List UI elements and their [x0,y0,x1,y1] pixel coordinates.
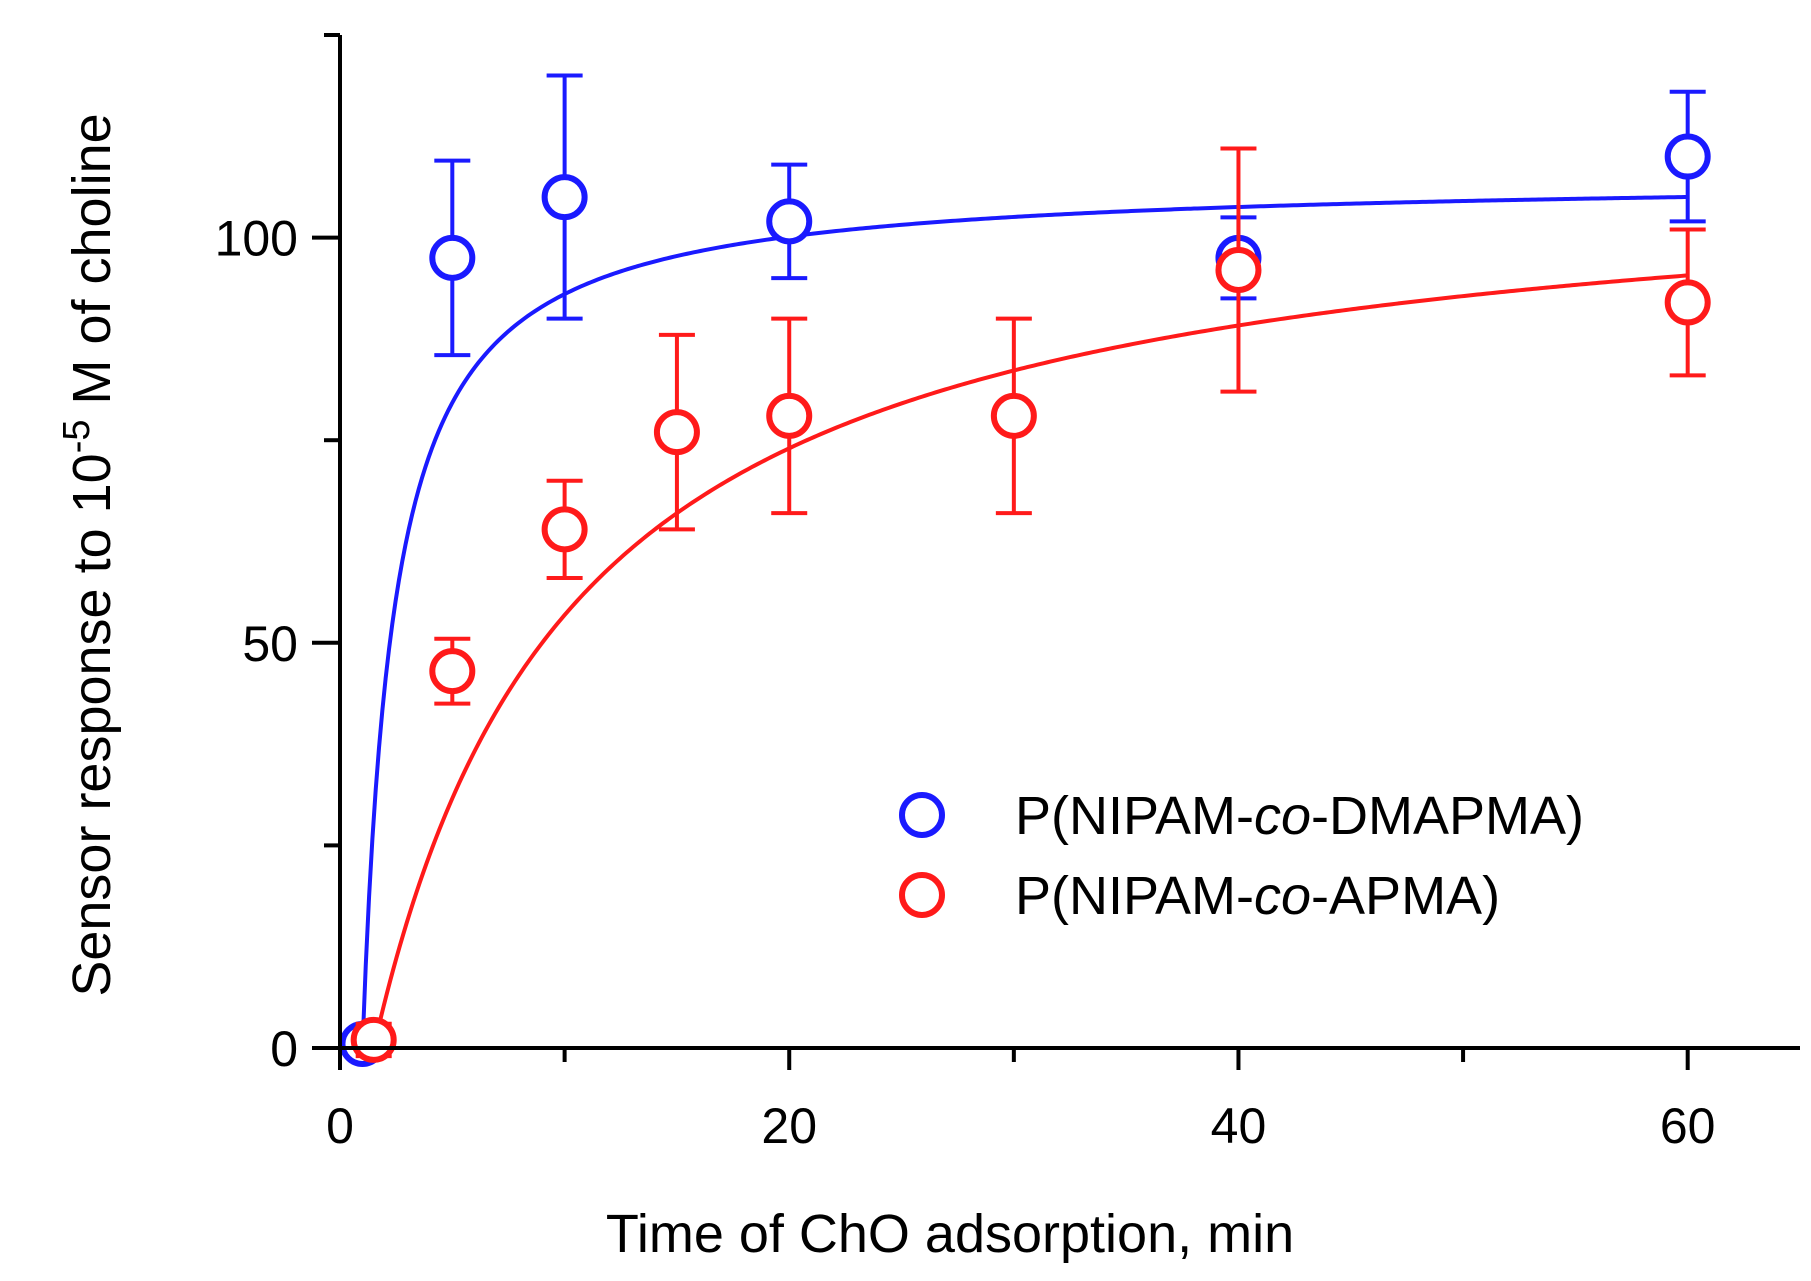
x-tick-label: 60 [1660,1098,1716,1154]
y-axis-title: Sensor response to 10-5 M of choline [56,113,122,996]
legend-marker-2 [899,872,945,918]
x-axis-title: Time of ChO adsorption, min [606,1204,1294,1264]
series-1 [339,73,1711,1067]
data-point [429,234,476,281]
y-axis-title-suffix: M of choline [62,113,122,419]
legend-label-2: P(NIPAM-co-APMA) [1015,866,1500,926]
data-point [541,174,588,221]
plot-area [339,73,1711,1067]
axes: 0 20 40 60 0 50 100 [215,33,1800,1154]
data-point [1215,247,1262,294]
y-axis-title-prefix: Sensor response to 10 [62,453,122,996]
x-tick-label: 0 [326,1098,354,1154]
legend-marker-1 [899,792,945,838]
series-2 [350,146,1711,1063]
data-point [541,506,588,553]
y-axis-title-exponent: -5 [56,420,98,454]
data-point [1664,133,1711,180]
data-point [429,648,476,695]
fit-line [360,195,1688,1049]
fit-line [371,273,1688,1049]
data-point [766,392,813,439]
legend: P(NIPAM-co-DMAPMA) P(NIPAM-co-APMA) [899,786,1584,926]
y-tick-label: 100 [215,211,298,267]
x-tick-label: 20 [761,1098,817,1154]
data-point [990,392,1037,439]
x-tick-label: 40 [1211,1098,1267,1154]
y-tick-label: 0 [270,1021,298,1077]
data-point [1664,279,1711,326]
data-point [350,1016,397,1063]
y-tick-label: 50 [242,616,298,672]
data-point [766,198,813,245]
legend-label-1: P(NIPAM-co-DMAPMA) [1015,786,1584,846]
data-point [653,409,700,456]
